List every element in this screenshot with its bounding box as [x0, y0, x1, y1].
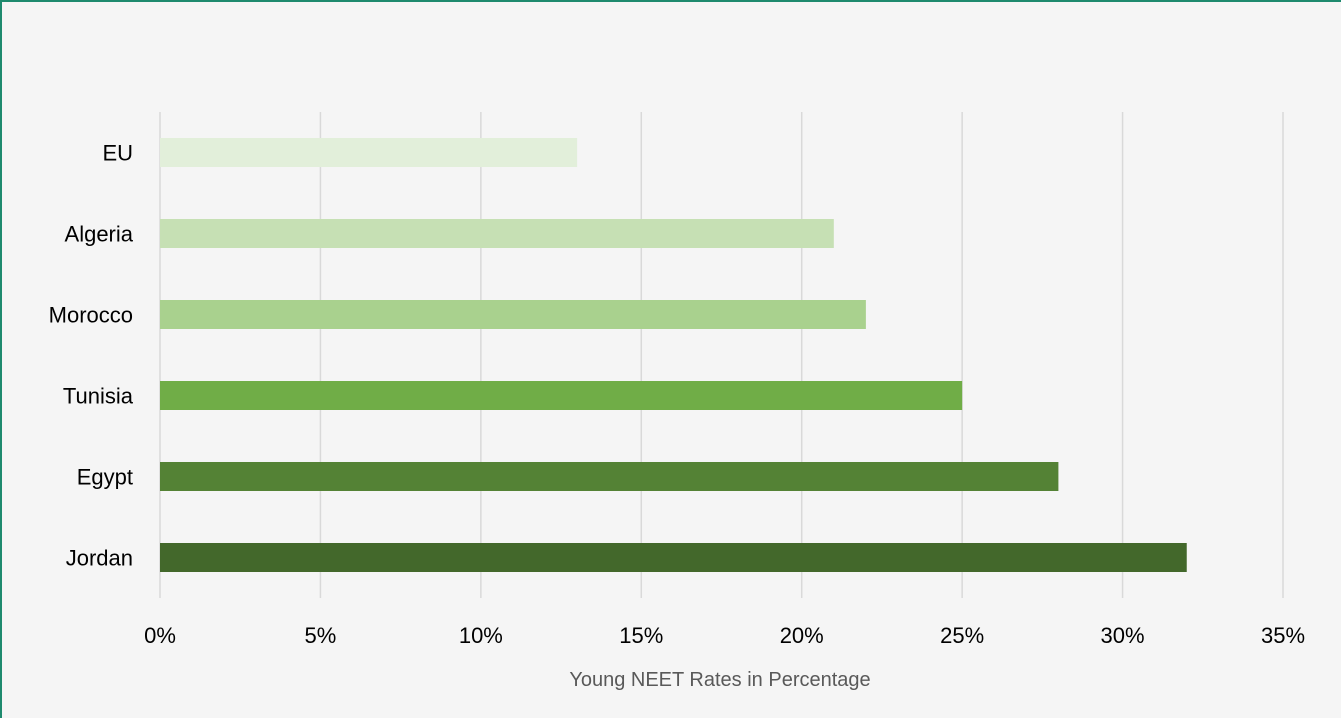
gridlines [159, 112, 1284, 598]
bar-morocco [160, 300, 866, 329]
x-tick-labels: 0% 5% 10% 15% 20% 25% 30% 35% [144, 623, 1305, 648]
x-tick-label: 10% [459, 623, 503, 648]
x-tick-label: 15% [619, 623, 663, 648]
category-label: Jordan [66, 546, 133, 571]
category-label: Algeria [65, 222, 134, 247]
category-label: Egypt [77, 465, 133, 490]
x-tick-label: 5% [305, 623, 337, 648]
x-axis-title: Young NEET Rates in Percentage [569, 669, 870, 691]
x-tick-label: 25% [940, 623, 984, 648]
bar-algeria [160, 219, 834, 248]
bar-eu [160, 138, 578, 167]
x-tick-label: 0% [144, 623, 176, 648]
x-tick-label: 20% [780, 623, 824, 648]
x-tick-label: 35% [1261, 623, 1305, 648]
category-label: Tunisia [63, 384, 134, 409]
category-label: Morocco [49, 303, 133, 328]
category-label: EU [102, 141, 133, 166]
category-labels: EU Algeria Morocco Tunisia Egypt Jordan [49, 141, 134, 571]
bar-egypt [160, 462, 1059, 491]
bar-tunisia [160, 381, 963, 410]
bar-jordan [160, 543, 1187, 572]
bars [160, 138, 1187, 572]
x-tick-label: 30% [1101, 623, 1145, 648]
